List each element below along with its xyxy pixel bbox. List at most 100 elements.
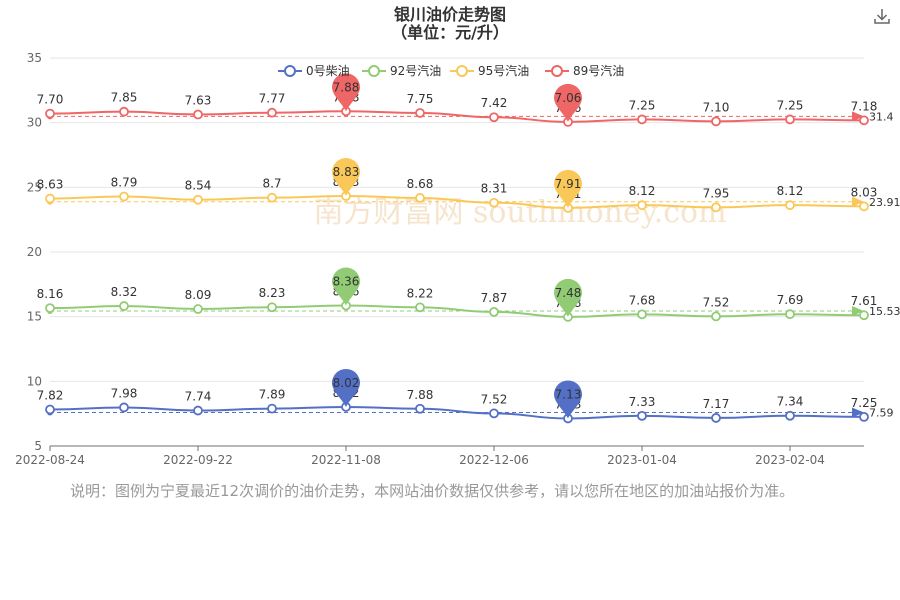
data-point <box>193 194 203 205</box>
data-label: 8.16 <box>37 287 64 301</box>
series-2: 23.91 8.63 8.79 8.54 8.7 8.83 8.68 8.31 7.91 8.12… <box>37 157 900 213</box>
data-point <box>711 413 721 423</box>
max-pin-label: 8.36 <box>333 275 360 289</box>
series-1: 15.53 8.16 8.32 8.09 8.23 8.36 8.22 7.87 7.48 7.6… <box>37 267 900 322</box>
data-label: 8.23 <box>259 286 286 300</box>
data-label: 7.42 <box>481 96 508 110</box>
legend[interactable]: 0号柴油 92号汽油 95号汽油 89号汽油 <box>278 63 624 78</box>
average-label: 15.53 <box>869 305 900 318</box>
data-label: 7.85 <box>111 91 138 105</box>
data-point <box>415 403 425 414</box>
data-point <box>119 106 129 117</box>
x-tick-label: 2022-12-06 <box>459 453 529 467</box>
data-label: 8.12 <box>777 184 804 198</box>
data-point <box>45 193 55 204</box>
min-pin <box>554 169 582 208</box>
legend-item-3[interactable]: 89号汽油 <box>545 63 624 78</box>
watermark: 南方财富网 southmoney.com <box>313 195 726 230</box>
data-label: 7.98 <box>111 386 138 400</box>
data-point <box>785 200 795 211</box>
data-point <box>859 411 869 422</box>
data-label: 8.09 <box>185 288 212 302</box>
data-point <box>637 114 647 125</box>
min-pin <box>554 380 582 419</box>
average-label: 7.59 <box>869 407 894 420</box>
watermark-text: 南方财富网 southmoney.com <box>313 195 726 230</box>
data-point <box>45 303 55 314</box>
max-pin <box>332 73 360 112</box>
data-label: 8.12 <box>629 184 656 198</box>
data-label: 7.52 <box>703 295 730 309</box>
data-label: 7.95 <box>703 186 730 200</box>
data-point <box>267 107 277 118</box>
legend-marker <box>368 65 380 77</box>
min-pin-label: 7.06 <box>555 91 582 105</box>
legend-label: 89号汽油 <box>573 63 624 78</box>
x-tick-label: 2022-09-22 <box>163 453 233 467</box>
axes: 5 10 15 20 25 30 35 2022-08-24 2022-09-22 2022-11… <box>15 51 864 467</box>
data-point <box>637 309 647 320</box>
data-point <box>193 109 203 120</box>
average-line-arrow <box>852 111 864 122</box>
data-point <box>267 403 277 414</box>
data-point <box>637 200 647 211</box>
download-icon[interactable] <box>872 6 892 26</box>
x-tick-label: 2023-01-04 <box>607 453 677 467</box>
data-label: 7.10 <box>703 100 730 114</box>
series-line <box>49 304 865 318</box>
average-line-arrow <box>852 407 864 418</box>
min-pin-label: 7.13 <box>555 387 582 401</box>
legend-item-0[interactable]: 0号柴油 <box>278 64 350 78</box>
data-label: 8.32 <box>111 285 138 299</box>
data-label: 8.22 <box>407 286 434 300</box>
legend-item-1[interactable]: 92号汽油 <box>362 63 441 78</box>
average-line-arrow <box>852 306 864 317</box>
data-point <box>785 410 795 421</box>
data-point <box>415 302 425 313</box>
max-pin-label: 8.83 <box>333 165 360 179</box>
data-point <box>711 116 721 127</box>
data-point <box>785 309 795 320</box>
max-pin <box>332 267 360 306</box>
average-label: 23.91 <box>869 196 900 209</box>
data-label: 8.54 <box>185 179 212 193</box>
data-point <box>489 112 499 123</box>
average-label: 31.4 <box>869 110 894 123</box>
data-label: 8.03 <box>851 185 878 199</box>
min-pin <box>554 278 582 317</box>
data-label: 8.68 <box>407 177 434 191</box>
data-label: 7.33 <box>629 395 656 409</box>
data-label: 7.87 <box>481 291 508 305</box>
data-label: 7.69 <box>777 293 804 307</box>
data-point <box>267 192 277 203</box>
grid <box>50 57 864 382</box>
data-point <box>489 197 499 208</box>
data-label: 7.89 <box>259 388 286 402</box>
data-point <box>193 304 203 314</box>
max-pin <box>332 157 360 196</box>
data-label: 7.52 <box>481 392 508 406</box>
legend-label: 0号柴油 <box>306 64 350 78</box>
data-point <box>489 306 499 317</box>
x-tick-label: 2023-02-04 <box>755 453 825 467</box>
data-label: 7.68 <box>629 293 656 307</box>
series: 7.59 7.82 7.98 7.74 7.89 8.02 7.88 7.52 7.13 7.33… <box>37 73 900 424</box>
x-tick-label: 2022-08-24 <box>15 453 85 467</box>
series-0: 7.59 7.82 7.98 7.74 7.89 8.02 7.88 7.52 7.13 7.33… <box>37 368 894 424</box>
legend-item-2[interactable]: 95号汽油 <box>450 63 529 78</box>
data-point <box>859 201 869 212</box>
data-point <box>489 408 499 419</box>
footnote: 说明：图例为宁夏最近12次调价的油价走势，本网站油价数据仅供参考，请以您所在地区… <box>70 482 795 500</box>
data-label: 7.25 <box>851 396 878 410</box>
x-tick-label: 2022-11-08 <box>311 453 381 467</box>
data-point <box>711 202 721 213</box>
data-point <box>415 108 425 118</box>
legend-label: 92号汽油 <box>390 63 441 78</box>
y-tick-label: 15 <box>27 310 42 324</box>
data-point <box>119 402 129 413</box>
y-tick-label: 10 <box>27 374 42 388</box>
chart-title-line1: 银川油价走势图 <box>394 5 506 24</box>
series-line <box>49 405 865 420</box>
data-label: 7.77 <box>259 92 286 106</box>
